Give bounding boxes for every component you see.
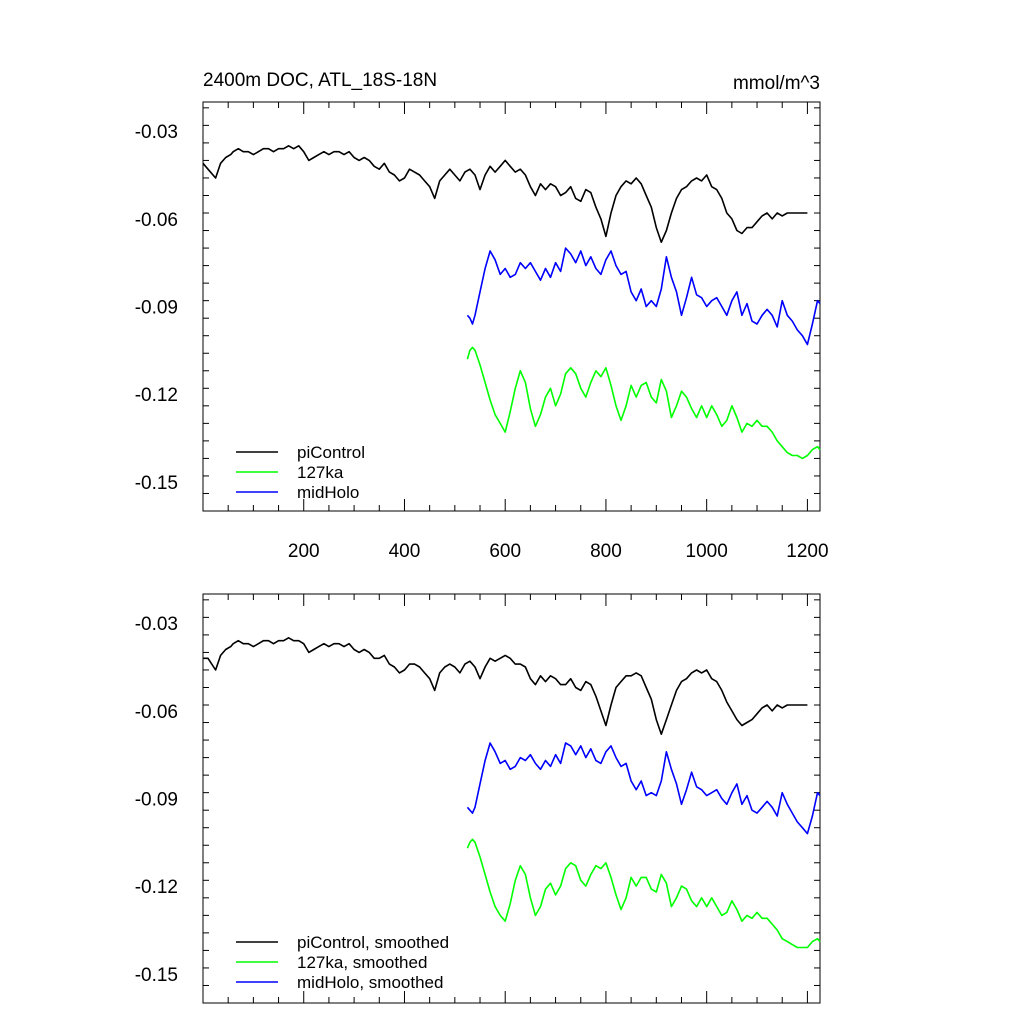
y-tick-label: -0.15 [135, 965, 178, 986]
y-tick-label: -0.12 [135, 385, 178, 406]
plot-frame [202, 101, 821, 512]
y-tick-label: -0.03 [135, 614, 178, 635]
x-tick-label: 1200 [786, 541, 828, 562]
x-tick-label: 600 [489, 541, 521, 562]
x-tick-label: 1000 [686, 541, 728, 562]
top-panel: -0.03 -0.06 -0.09 -0.12 -0.15 200 400 600 800 100… [135, 70, 829, 562]
y-tick-label: -0.09 [135, 790, 178, 811]
series-line-127ka [466, 838, 821, 949]
y-tick-label: -0.06 [135, 702, 178, 723]
x-tick-label: 200 [288, 541, 320, 562]
legend-label: midHolo [297, 483, 359, 502]
x-tick-label: 800 [590, 541, 622, 562]
legend-label: midHolo, smoothed [297, 973, 443, 992]
y-tick-label: -0.03 [135, 122, 178, 143]
legend-label: 127ka [297, 463, 344, 482]
y-tick-label: -0.06 [135, 210, 178, 231]
series-line-picontrol [202, 145, 808, 243]
plot-frame [202, 593, 821, 1004]
series-line-midholo [466, 247, 821, 346]
series-line-midholo [466, 742, 821, 835]
legend-label: piControl, smoothed [297, 933, 449, 952]
y-tick-label: -0.12 [135, 877, 178, 898]
legend-label: 127ka, smoothed [297, 953, 427, 972]
x-tick-label: 400 [389, 541, 421, 562]
y-tick-label: -0.09 [135, 298, 178, 319]
legend-label: piControl [297, 443, 365, 462]
units-label: mmol/m^3 [733, 73, 820, 94]
chart-title: 2400m DOC, ATL_18S-18N [203, 70, 437, 91]
series-line-127ka [466, 346, 821, 460]
series-line-picontrol [203, 636, 808, 736]
bottom-panel: -0.03 -0.06 -0.09 -0.12 -0.15 piControl, smoo… [135, 593, 821, 1004]
y-tick-label: -0.15 [135, 473, 178, 494]
